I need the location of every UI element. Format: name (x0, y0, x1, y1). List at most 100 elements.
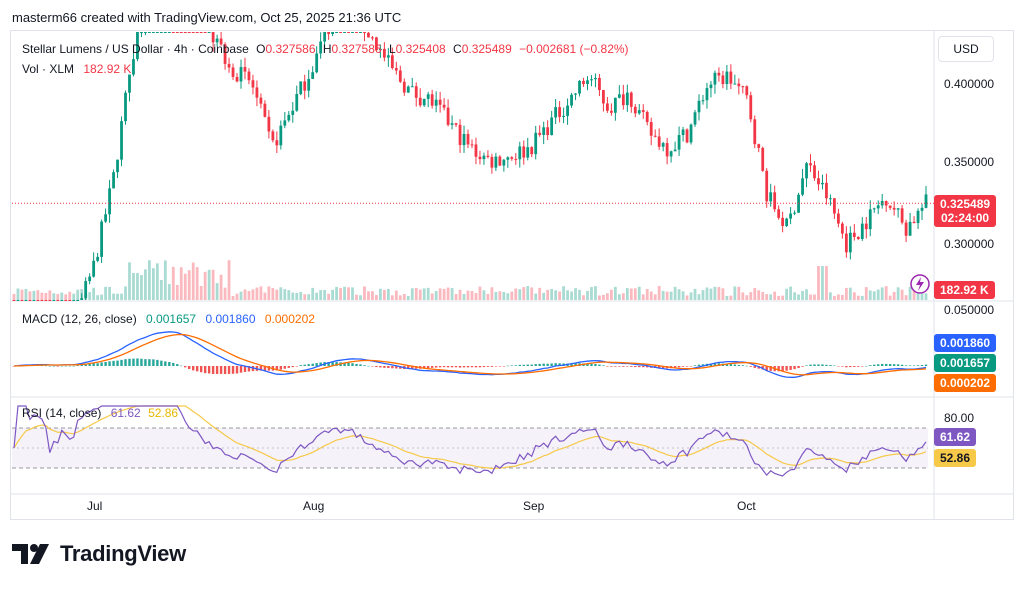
candle-body (785, 218, 789, 226)
volume-bar (199, 285, 203, 300)
candle-body (215, 38, 219, 43)
volume-bar (765, 294, 769, 300)
macd-histogram-bar (737, 364, 741, 366)
macd-histogram-bar (498, 366, 502, 367)
close-value: 0.325489 (461, 42, 512, 56)
volume-bar (829, 292, 832, 300)
volume-bar (661, 290, 665, 300)
volume-bar (422, 288, 426, 300)
volume-bar (410, 288, 414, 300)
volume-bar (239, 291, 243, 300)
candle-body (590, 79, 593, 81)
candle-body (789, 213, 792, 219)
candle-body (100, 221, 104, 257)
close-label: C (453, 42, 462, 56)
volume-bar (657, 286, 661, 300)
macd-histogram-bar (156, 359, 159, 366)
macd-line (13, 331, 927, 378)
macd-histogram-bar (44, 365, 48, 367)
candle-body (598, 77, 601, 91)
macd-histogram-bar (602, 365, 605, 366)
macd-histogram-bar (239, 366, 243, 373)
volume-bar (211, 269, 215, 300)
macd-histogram-bar (474, 366, 478, 368)
candle-body (586, 80, 589, 85)
candle-body (725, 71, 729, 85)
macd-histogram-bar (749, 366, 752, 367)
candle-body (522, 146, 526, 158)
volume-bar (896, 287, 900, 300)
candle-body (311, 72, 315, 79)
volume-bar (621, 293, 625, 300)
candle-body (76, 300, 80, 301)
candle-body (657, 136, 661, 147)
candle-body (390, 55, 394, 69)
volume-bar (717, 287, 721, 300)
candle-body (705, 88, 709, 101)
volume-bar (542, 292, 546, 300)
candle-body (625, 92, 629, 106)
candle-body (741, 86, 745, 88)
macd-histogram-bar (88, 363, 91, 366)
tradingview-logo[interactable]: TradingView (12, 541, 186, 567)
macd-histogram-bar (530, 364, 533, 366)
macd-histogram-bar (916, 365, 920, 366)
candle-body (542, 127, 546, 135)
candle-body (554, 107, 558, 118)
volume-bar (124, 286, 127, 300)
candle-body (609, 110, 613, 113)
candle-body (761, 147, 765, 171)
macd-histogram-bar (176, 364, 179, 366)
candle-body (681, 129, 685, 136)
macd-histogram-bar (689, 366, 693, 367)
macd-histogram-bar (327, 362, 330, 366)
candle-body (892, 207, 896, 210)
volume-bar (80, 289, 84, 300)
candle-body (856, 236, 860, 239)
volume-bar (263, 292, 267, 300)
macd-histogram-bar (741, 365, 745, 366)
volume-bar (582, 295, 585, 300)
symbol-name: Stellar Lumens / US Dollar · 4h · Coinba… (22, 42, 249, 56)
macd-histogram-bar (522, 364, 525, 366)
macd-histogram-bar (235, 366, 239, 374)
candle-body (821, 182, 824, 185)
macd-histogram-bar (315, 363, 318, 366)
candle-body (765, 170, 769, 202)
volume-bar (148, 260, 151, 300)
macd-histogram-bar (96, 363, 99, 366)
candle-body (494, 156, 498, 168)
macd-histogram-bar (877, 364, 880, 366)
volume-bar (518, 289, 522, 300)
candle-body (263, 103, 267, 117)
candle-body (904, 222, 908, 236)
volume-bar (729, 295, 733, 300)
macd-histogram-bar (713, 363, 717, 366)
macd-histogram-bar (411, 366, 414, 369)
candle-body (629, 92, 633, 107)
volume-bar (203, 271, 207, 300)
candle-body (665, 143, 669, 157)
candle-body (617, 94, 621, 98)
volume-bar (753, 287, 757, 300)
volume-bar (566, 290, 569, 300)
macd-histogram-bar (391, 366, 394, 369)
macd-histogram-bar (586, 363, 589, 366)
macd-histogram-bar (673, 366, 677, 369)
candle-body (872, 208, 876, 210)
candle-body (68, 300, 72, 301)
volume-bar (586, 290, 589, 300)
candle-body (538, 132, 542, 135)
candle-body (697, 100, 701, 113)
currency-button[interactable]: USD (938, 36, 994, 62)
macd-histogram-bar (829, 365, 832, 366)
candle-body (271, 131, 275, 141)
lightning-icon[interactable] (910, 274, 930, 294)
volume-bar (319, 290, 323, 300)
macd-histogram-bar (817, 364, 820, 366)
candle-body (749, 95, 753, 120)
candle-body (24, 300, 28, 301)
macd-histogram-bar (291, 366, 294, 368)
candle-body (717, 72, 721, 76)
